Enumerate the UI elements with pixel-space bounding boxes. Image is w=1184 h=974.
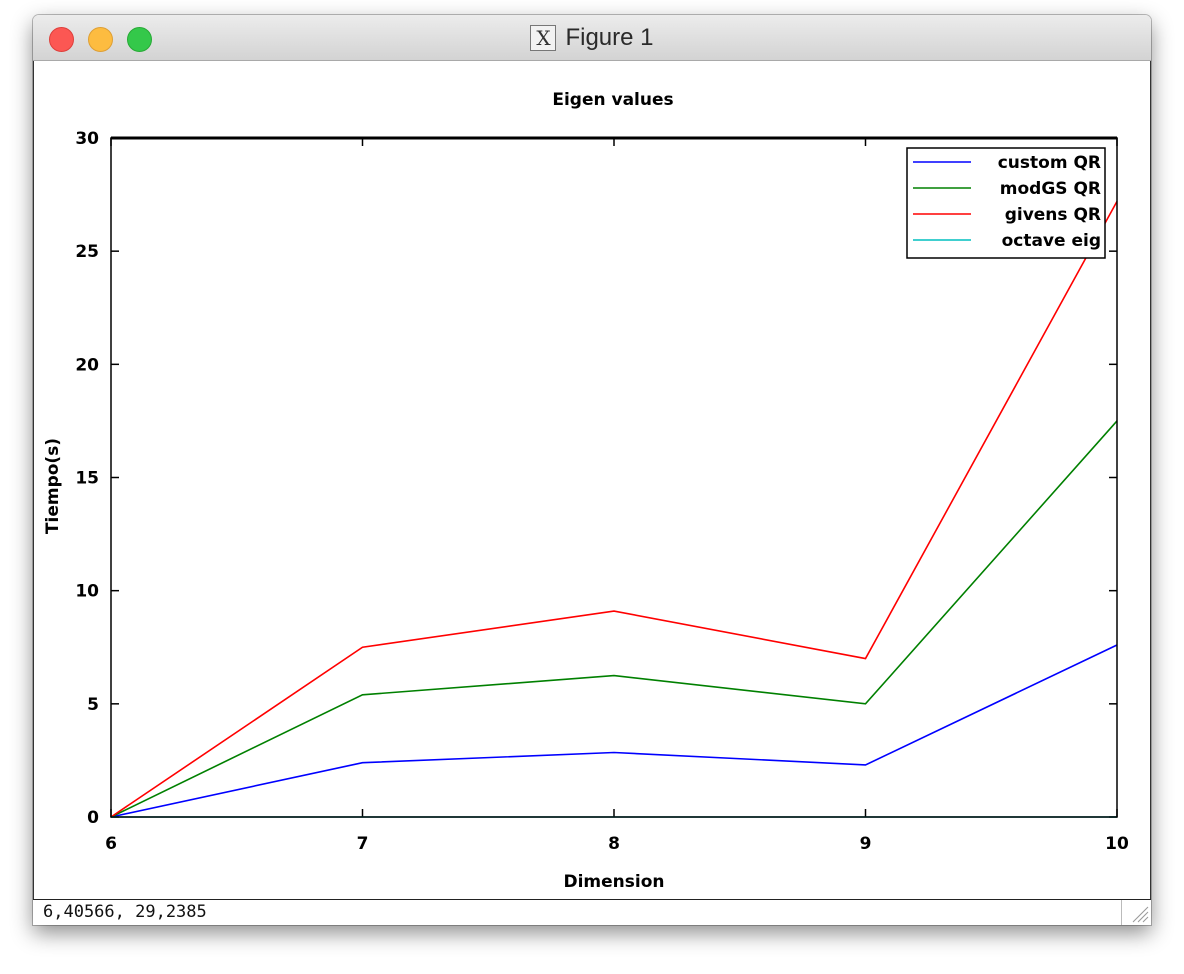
series-line-custom-qr bbox=[110, 644, 1118, 818]
status-separator bbox=[1121, 900, 1122, 925]
window-title: Figure 1 bbox=[565, 23, 654, 51]
figure-window: X Figure 1 Eigen values Dimension Tiempo… bbox=[33, 15, 1151, 925]
legend-label: modGS QR bbox=[1000, 179, 1101, 199]
y-tick-label: 0 bbox=[87, 808, 99, 828]
legend-label: givens QR bbox=[1005, 205, 1101, 225]
series-line-modgs-qr bbox=[110, 420, 1118, 818]
status-bar: 6,40566, 29,2385 bbox=[33, 899, 1151, 925]
line-chart[interactable]: Eigen values Dimension Tiempo(s) 6 7 8 9 10 0… bbox=[34, 61, 1150, 899]
y-tick-label: 30 bbox=[75, 129, 99, 149]
y-tick-label: 25 bbox=[75, 242, 99, 262]
close-icon[interactable] bbox=[49, 27, 74, 52]
y-tick-label: 10 bbox=[75, 582, 99, 602]
x-tick-label: 10 bbox=[1105, 834, 1129, 854]
title-bar[interactable]: X Figure 1 bbox=[33, 15, 1151, 61]
x-axis-label: Dimension bbox=[563, 872, 664, 892]
series-line-givens-qr bbox=[110, 200, 1118, 818]
legend-label: octave eig bbox=[1002, 231, 1101, 251]
x11-app-icon: X bbox=[530, 24, 557, 51]
y-tick-label: 5 bbox=[87, 695, 99, 715]
y-axis-label: Tiempo(s) bbox=[43, 438, 63, 534]
x-tick-label: 7 bbox=[357, 834, 369, 854]
x-tick-label: 9 bbox=[860, 834, 872, 854]
legend: custom QR modGS QR givens QR octave eig bbox=[906, 147, 1106, 259]
x-tick-label: 8 bbox=[608, 834, 620, 854]
plot-area[interactable]: Eigen values Dimension Tiempo(s) 6 7 8 9 10 0… bbox=[33, 61, 1151, 913]
minimize-icon[interactable] bbox=[88, 27, 113, 52]
legend-label: custom QR bbox=[998, 153, 1101, 173]
y-tick-label: 15 bbox=[75, 469, 99, 489]
cursor-coordinates: 6,40566, 29,2385 bbox=[43, 902, 207, 922]
x-tick-label: 6 bbox=[105, 834, 117, 854]
y-tick-label: 20 bbox=[75, 355, 99, 375]
resize-grip-icon[interactable] bbox=[1127, 901, 1149, 923]
chart-title: Eigen values bbox=[552, 90, 673, 110]
zoom-icon[interactable] bbox=[127, 27, 152, 52]
